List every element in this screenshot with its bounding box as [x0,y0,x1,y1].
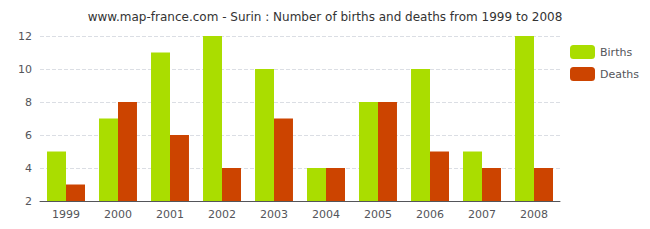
svg-text:2004: 2004 [312,208,340,221]
svg-text:12: 12 [18,30,32,43]
svg-text:2003: 2003 [260,208,288,221]
svg-text:Deaths: Deaths [600,68,639,81]
svg-text:2007: 2007 [468,208,496,221]
svg-text:2005: 2005 [364,208,392,221]
svg-text:www.map-france.com - Surin : N: www.map-france.com - Surin : Number of b… [88,10,563,24]
svg-text:10: 10 [18,63,32,76]
svg-text:2008: 2008 [520,208,548,221]
svg-text:1999: 1999 [52,208,80,221]
svg-text:2001: 2001 [156,208,184,221]
svg-text:6: 6 [25,129,32,142]
svg-text:2002: 2002 [208,208,236,221]
svg-text:2006: 2006 [416,208,444,221]
svg-text:2000: 2000 [104,208,132,221]
svg-text:2: 2 [25,195,32,208]
svg-text:8: 8 [25,96,32,109]
svg-text:4: 4 [25,162,32,175]
svg-text:Births: Births [600,46,632,59]
